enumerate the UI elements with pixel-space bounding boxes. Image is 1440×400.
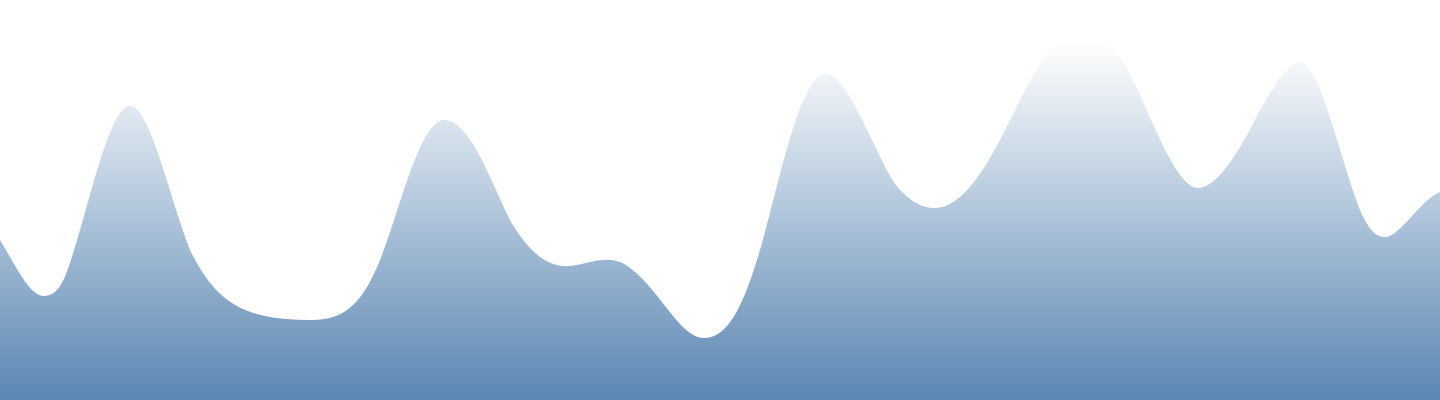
wave-shape <box>0 28 1440 400</box>
